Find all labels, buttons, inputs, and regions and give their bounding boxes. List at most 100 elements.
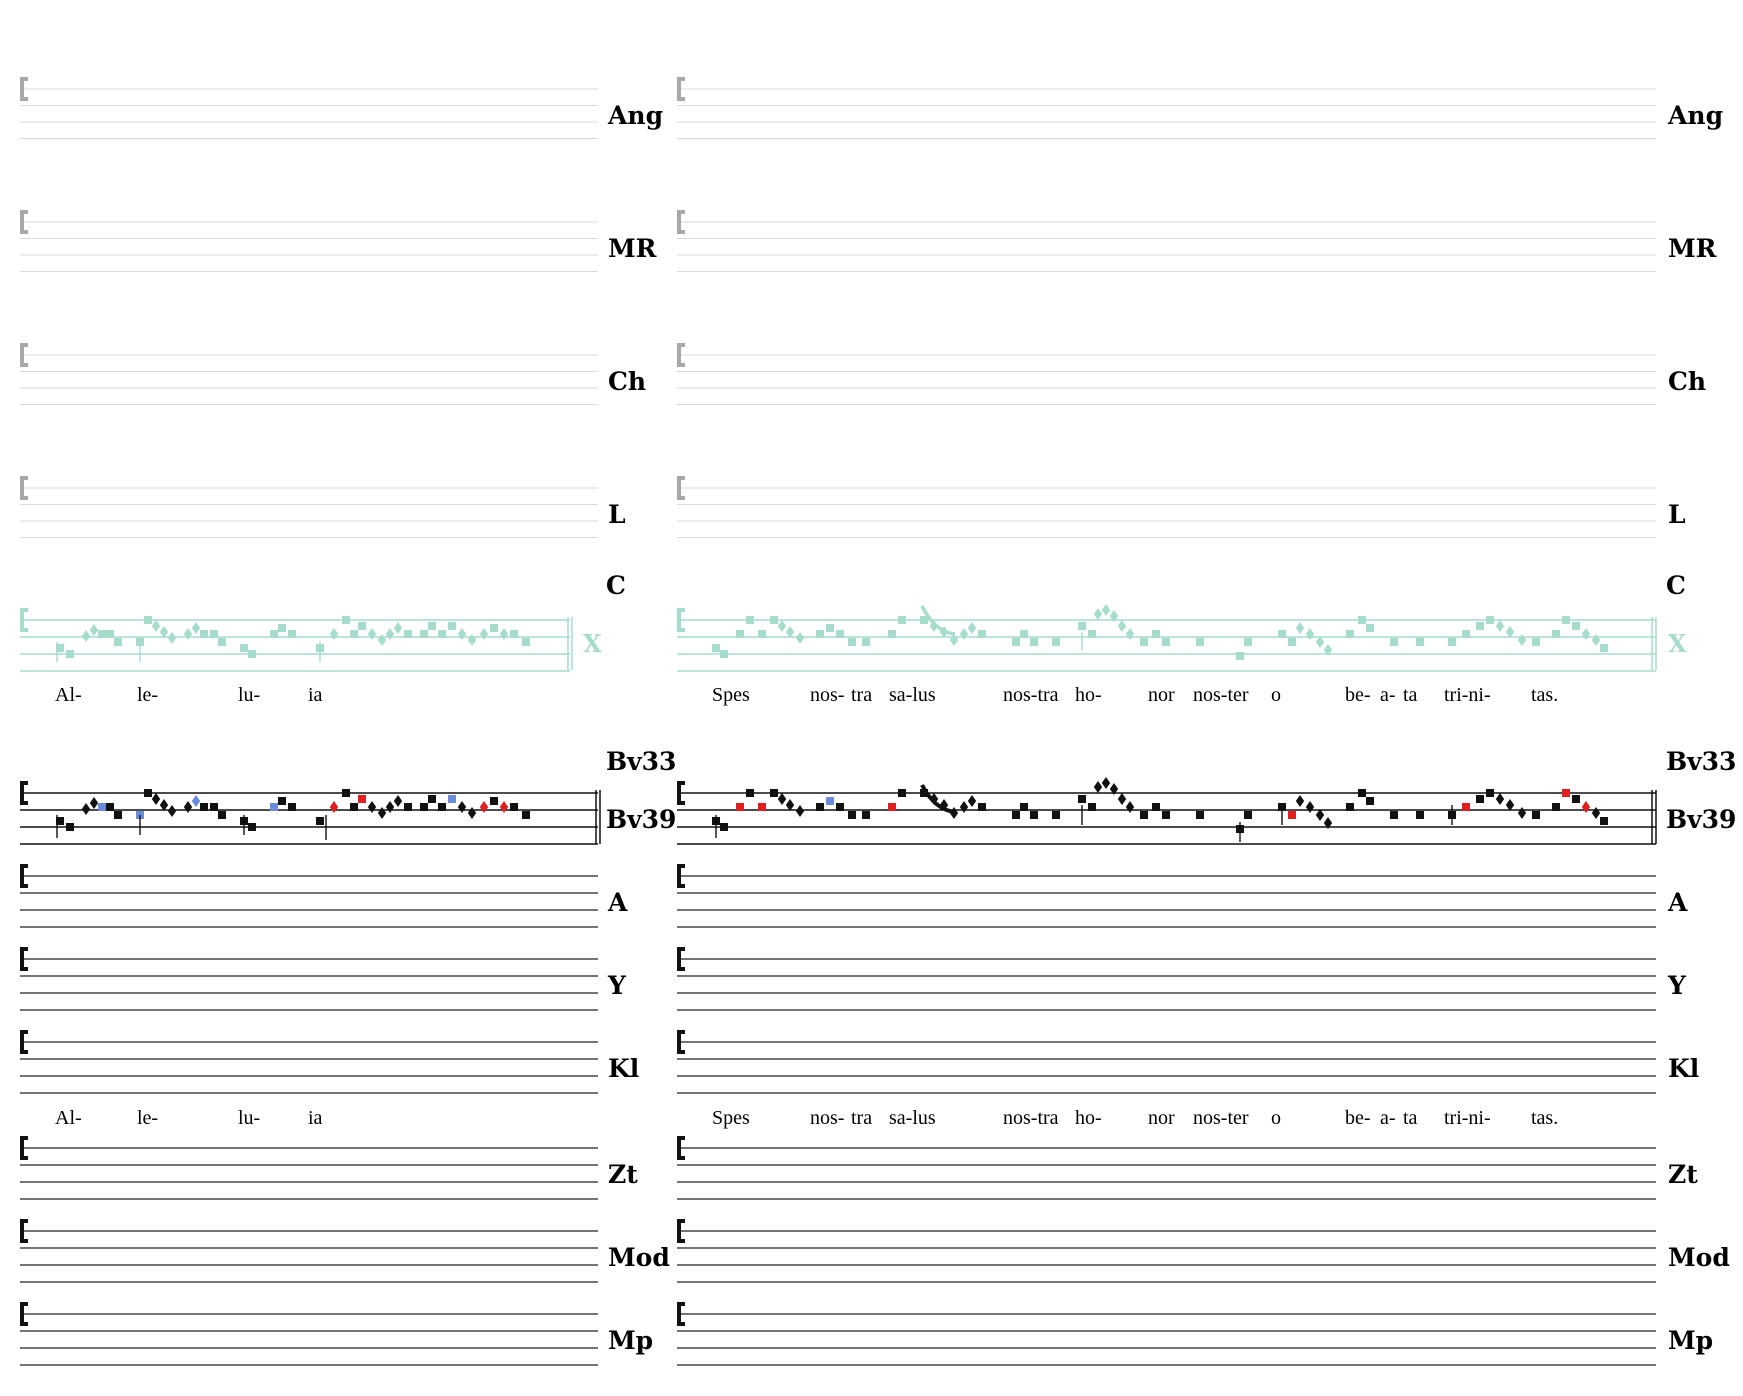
punctum-icon [746, 616, 754, 624]
rhombus-icon [1591, 634, 1601, 646]
c-clef-icon [20, 864, 28, 888]
punctum-icon [428, 622, 436, 630]
rhombus-icon [1323, 817, 1333, 829]
punctum-icon [448, 795, 456, 803]
punctum-icon [1448, 638, 1456, 646]
punctum-icon [848, 638, 856, 646]
c-clef-icon [20, 1219, 28, 1243]
punctum-icon [248, 650, 256, 658]
staff-label-mod: Mod [1668, 1243, 1730, 1272]
lyric-syllable: ho- [1075, 1107, 1102, 1129]
lyric-syllable: be- [1345, 684, 1371, 706]
rhombus-icon [385, 801, 395, 813]
rhombus-icon [1581, 628, 1591, 640]
punctum-icon [758, 803, 766, 811]
rhombus-icon [959, 628, 969, 640]
rhombus-icon [151, 793, 161, 805]
rhombus-icon [467, 807, 477, 819]
punctum-icon [746, 789, 754, 797]
punctum-icon [358, 795, 366, 803]
punctum-icon [920, 789, 928, 797]
punctum-icon [350, 803, 358, 811]
staff-label-bv33: Bv33 [1666, 747, 1736, 776]
punctum-icon [98, 630, 106, 638]
punctum-icon [404, 803, 412, 811]
c-clef-icon [677, 781, 685, 805]
rhombus-icon [1117, 793, 1127, 805]
punctum-icon [1358, 789, 1366, 797]
c-clef-icon [20, 781, 28, 805]
rhombus-icon [1591, 807, 1601, 819]
rhombus-icon [777, 620, 787, 632]
punctum-icon [342, 616, 350, 624]
rhombus-icon [1093, 781, 1103, 793]
punctum-icon [210, 630, 218, 638]
punctum-icon [1288, 638, 1296, 646]
rhombus-icon [499, 801, 509, 813]
lyric-syllable: Al- [55, 684, 82, 706]
lyric-syllable: nos-tra [1003, 684, 1059, 706]
rhombus-icon [1505, 799, 1515, 811]
rhombus-icon [457, 801, 467, 813]
rhombus-icon [1315, 636, 1325, 648]
lyric-syllable: tri-ni- [1444, 1107, 1491, 1129]
punctum-icon [1366, 624, 1374, 632]
rhombus-icon [1581, 801, 1591, 813]
punctum-icon [1278, 630, 1286, 638]
punctum-icon [1486, 616, 1494, 624]
staff-lines-layer [20, 88, 1656, 1366]
punctum-icon [288, 803, 296, 811]
staff-label-mr: MR [608, 234, 657, 263]
c-clef-icon [677, 476, 685, 500]
punctum-icon [898, 616, 906, 624]
punctum-icon [56, 817, 64, 825]
lyric-syllable: tra [851, 684, 872, 706]
punctum-icon [1462, 803, 1470, 811]
lyric-syllable: be- [1345, 1107, 1371, 1129]
c-clef-icon [20, 77, 28, 101]
staff-label-l: L [1668, 500, 1686, 529]
rhombus-icon [81, 803, 91, 815]
rhombus-icon [457, 628, 467, 640]
rhombus-icon [1305, 628, 1315, 640]
lyric-syllable: nos-ter [1193, 684, 1249, 706]
punctum-icon [978, 630, 986, 638]
punctum-icon [428, 795, 436, 803]
punctum-icon [1030, 638, 1038, 646]
staff-label-a: A [607, 888, 628, 917]
punctum-icon [720, 650, 728, 658]
rhombus-icon [1295, 795, 1305, 807]
staff-label-ch: Ch [608, 367, 646, 396]
punctum-icon [278, 624, 286, 632]
rhombus-icon [1125, 801, 1135, 813]
rhombus-icon [159, 626, 169, 638]
c-clef-icon [677, 864, 685, 888]
lyric-syllable: sa-lus [889, 684, 936, 706]
punctum-icon [210, 803, 218, 811]
lyric-syllable: a- [1380, 1107, 1396, 1129]
lyric-syllable: ia [308, 1107, 323, 1129]
punctum-icon [816, 803, 824, 811]
lyric-syllable: Spes [712, 1107, 750, 1129]
punctum-icon [1088, 803, 1096, 811]
punctum-icon [816, 630, 824, 638]
rhombus-icon [329, 628, 339, 640]
rhombus-icon [795, 805, 805, 817]
punctum-icon [342, 789, 350, 797]
punctum-icon [288, 630, 296, 638]
rhombus-icon [1505, 626, 1515, 638]
rhombus-icon [479, 801, 489, 813]
punctum-icon [1600, 644, 1608, 652]
punctum-icon [1020, 803, 1028, 811]
punctum-icon [1244, 811, 1252, 819]
rhombus-icon [1305, 801, 1315, 813]
c-clef-icon [20, 476, 28, 500]
rhombus-icon [949, 634, 959, 646]
punctum-icon [848, 811, 856, 819]
lyric-syllable: sa-lus [889, 1107, 936, 1129]
punctum-icon [1416, 638, 1424, 646]
punctum-icon [200, 630, 208, 638]
punctum-icon [836, 803, 844, 811]
lyric-syllable: ho- [1075, 684, 1102, 706]
lyrics-lower: Al- le- lu- ia Spes nos- tra sa-lus nos-… [55, 1107, 1558, 1129]
